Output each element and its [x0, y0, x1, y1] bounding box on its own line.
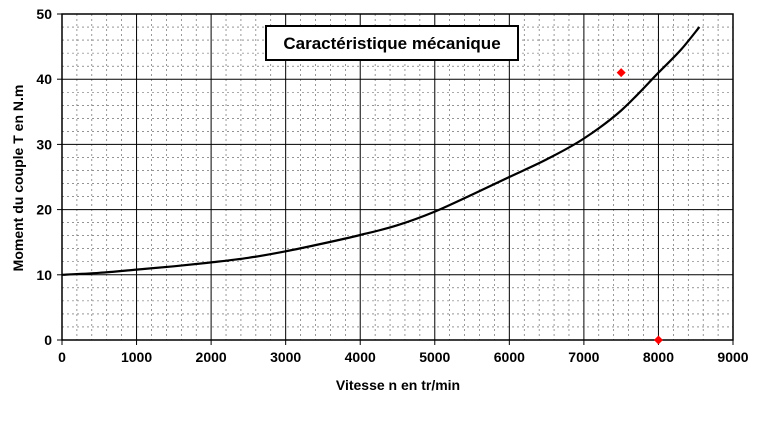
- red-diamond-marker: [653, 335, 663, 345]
- x-tick-label: 5000: [419, 349, 450, 365]
- plot-area: [61, 13, 734, 341]
- red-diamond-marker: [616, 68, 626, 78]
- title-frame: [265, 25, 519, 61]
- x-tick-label: 1000: [121, 349, 152, 365]
- x-tick-label: 2000: [196, 349, 227, 365]
- x-tick-label: 3000: [270, 349, 301, 365]
- chart-title: Caractéristique mécanique: [283, 34, 500, 53]
- y-tick-labels: 0 10 20 30 40 50: [36, 6, 52, 348]
- chart-title-box: Caractéristique mécanique: [265, 25, 519, 61]
- series-layer: [61, 26, 701, 345]
- y-tick-label: 30: [36, 136, 52, 152]
- y-axis-label: Moment du couple T en N.m: [10, 85, 26, 272]
- x-tick-labels: 0 1000 2000 3000 4000 5000 6000 7000 8000 9000: [58, 349, 749, 365]
- y-tick-label: 40: [36, 71, 52, 87]
- x-tick-label: 0: [58, 349, 66, 365]
- x-tick-label: 7000: [568, 349, 599, 365]
- x-tick-label: 4000: [345, 349, 376, 365]
- major-grid: [57, 13, 734, 345]
- x-tick-label: 6000: [494, 349, 525, 365]
- x-tick-label: 8000: [643, 349, 674, 365]
- x-tick-label: 9000: [717, 349, 748, 365]
- x-axis-label: Vitesse n en tr/min: [336, 377, 460, 393]
- torque-curve: [61, 26, 701, 276]
- y-tick-label: 10: [36, 267, 52, 283]
- y-tick-label: 0: [44, 332, 52, 348]
- minor-grid: [62, 14, 733, 340]
- y-tick-label: 50: [36, 6, 52, 22]
- y-tick-label: 20: [36, 202, 52, 218]
